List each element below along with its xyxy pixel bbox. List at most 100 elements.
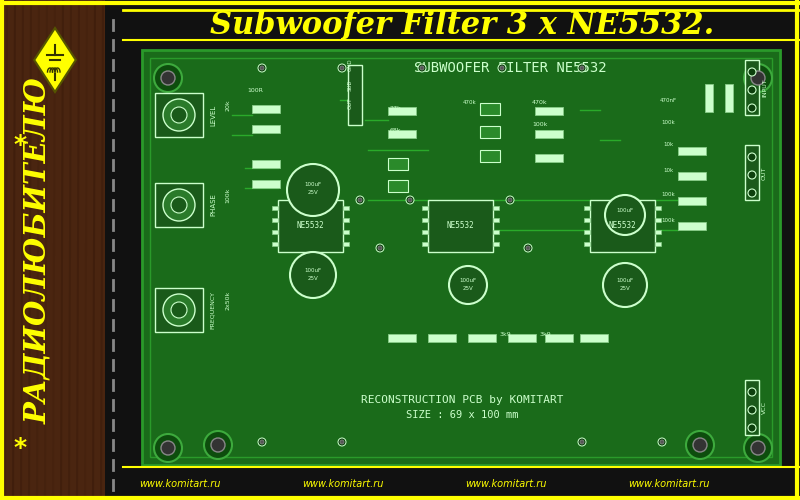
Circle shape bbox=[744, 64, 772, 92]
Bar bbox=[388, 334, 416, 342]
Circle shape bbox=[290, 252, 336, 298]
Circle shape bbox=[524, 244, 532, 252]
Bar bbox=[142, 50, 780, 465]
Bar bbox=[535, 107, 563, 115]
Circle shape bbox=[161, 441, 175, 455]
Bar bbox=[155, 183, 203, 227]
Circle shape bbox=[408, 198, 412, 202]
Bar bbox=[422, 218, 428, 222]
Text: VCC: VCC bbox=[762, 402, 767, 414]
Bar bbox=[468, 334, 496, 342]
Bar bbox=[123, 467, 800, 500]
Circle shape bbox=[338, 64, 346, 72]
Text: SUB: SUB bbox=[348, 80, 353, 90]
Bar bbox=[343, 206, 349, 210]
Circle shape bbox=[376, 244, 384, 252]
Text: LEVEL: LEVEL bbox=[210, 104, 216, 126]
Bar bbox=[508, 334, 536, 342]
Bar bbox=[252, 160, 280, 168]
Text: 100k: 100k bbox=[661, 218, 675, 222]
Text: www.komitart.ru: www.komitart.ru bbox=[302, 479, 384, 489]
Circle shape bbox=[660, 440, 664, 444]
Circle shape bbox=[287, 164, 339, 216]
Bar bbox=[745, 60, 759, 115]
Text: *: * bbox=[14, 133, 26, 157]
Bar bbox=[655, 230, 661, 234]
Text: NE5532: NE5532 bbox=[297, 222, 324, 230]
Bar bbox=[105, 0, 123, 500]
Text: 10k: 10k bbox=[663, 142, 673, 148]
Bar bbox=[705, 84, 713, 112]
Bar bbox=[272, 218, 278, 222]
Circle shape bbox=[748, 189, 756, 197]
Bar bbox=[493, 206, 499, 210]
Circle shape bbox=[163, 294, 195, 326]
Circle shape bbox=[260, 440, 264, 444]
Bar bbox=[422, 242, 428, 246]
Circle shape bbox=[340, 440, 344, 444]
Bar bbox=[655, 218, 661, 222]
Text: 100uF: 100uF bbox=[305, 268, 322, 272]
Circle shape bbox=[744, 434, 772, 462]
Bar bbox=[493, 242, 499, 246]
Circle shape bbox=[258, 64, 266, 72]
Text: 100k: 100k bbox=[225, 188, 230, 202]
Circle shape bbox=[658, 438, 666, 446]
Text: 100R: 100R bbox=[247, 88, 263, 92]
Bar bbox=[343, 242, 349, 246]
Circle shape bbox=[748, 104, 756, 112]
Circle shape bbox=[356, 196, 364, 204]
Bar bbox=[493, 230, 499, 234]
Bar bbox=[272, 206, 278, 210]
Text: 10k: 10k bbox=[663, 168, 673, 172]
Bar bbox=[584, 218, 590, 222]
Circle shape bbox=[748, 86, 756, 94]
Circle shape bbox=[748, 388, 756, 396]
Bar bbox=[590, 200, 655, 252]
Circle shape bbox=[378, 246, 382, 250]
Bar bbox=[343, 230, 349, 234]
Bar bbox=[388, 130, 416, 138]
Bar bbox=[678, 222, 706, 230]
Text: FREQUENCY: FREQUENCY bbox=[210, 291, 215, 329]
Text: OUT: OUT bbox=[762, 166, 767, 179]
Bar bbox=[493, 218, 499, 222]
Circle shape bbox=[578, 438, 586, 446]
Text: 100k: 100k bbox=[661, 120, 675, 124]
Circle shape bbox=[748, 406, 756, 414]
Circle shape bbox=[163, 189, 195, 221]
Circle shape bbox=[526, 246, 530, 250]
Bar bbox=[745, 145, 759, 200]
Circle shape bbox=[406, 196, 414, 204]
Circle shape bbox=[338, 438, 346, 446]
Text: 2x50k: 2x50k bbox=[225, 290, 230, 310]
Text: NE5532: NE5532 bbox=[609, 222, 636, 230]
Text: 27k: 27k bbox=[389, 106, 401, 110]
Circle shape bbox=[171, 107, 187, 123]
Text: 25V: 25V bbox=[620, 286, 630, 290]
Text: 100k: 100k bbox=[661, 192, 675, 198]
Circle shape bbox=[340, 66, 344, 70]
Circle shape bbox=[163, 99, 195, 131]
Bar bbox=[584, 206, 590, 210]
Text: SUBWOOFER FILTER NE5532: SUBWOOFER FILTER NE5532 bbox=[414, 61, 606, 75]
Text: 3k9: 3k9 bbox=[499, 332, 511, 338]
Bar bbox=[272, 242, 278, 246]
Text: OUT: OUT bbox=[348, 97, 353, 109]
Bar bbox=[428, 334, 456, 342]
Text: RECONSTRUCTION PCB by KOMITART: RECONSTRUCTION PCB by KOMITART bbox=[361, 395, 563, 405]
Polygon shape bbox=[34, 28, 76, 92]
Text: *: * bbox=[14, 436, 26, 460]
Bar bbox=[428, 200, 493, 252]
Bar bbox=[150, 58, 772, 457]
Bar bbox=[480, 126, 500, 138]
Text: 470k: 470k bbox=[463, 100, 477, 104]
Circle shape bbox=[260, 66, 264, 70]
Text: www.komitart.ru: www.komitart.ru bbox=[628, 479, 710, 489]
Bar bbox=[155, 93, 203, 137]
Text: 25V: 25V bbox=[308, 276, 318, 280]
Circle shape bbox=[171, 197, 187, 213]
Circle shape bbox=[171, 302, 187, 318]
Bar bbox=[678, 147, 706, 155]
Text: 100k: 100k bbox=[532, 122, 548, 128]
